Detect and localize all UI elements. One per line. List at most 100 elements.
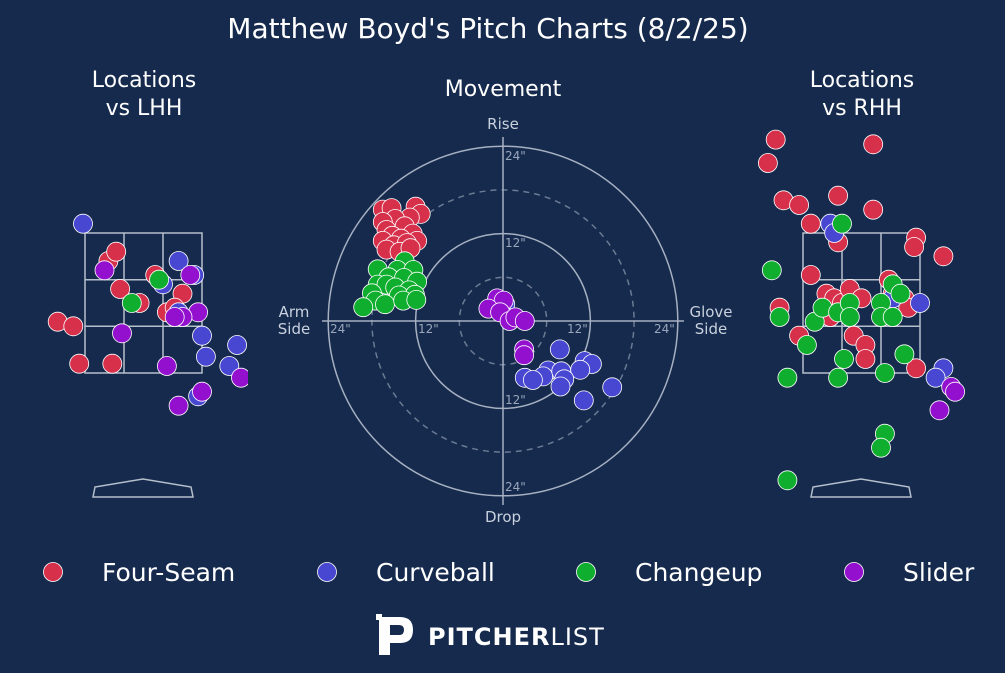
rhh-pitch-changeup	[882, 307, 903, 327]
ring-label-bottom-12: 12"	[505, 393, 526, 407]
legend-marker-changeup	[576, 562, 596, 582]
lhh-pitches	[47, 213, 248, 416]
movement-pitch-curveball	[550, 376, 571, 397]
lhh-pitch-slider	[231, 367, 248, 388]
movement-pitch-changeup	[353, 297, 374, 318]
pitcherlist-logo-bold: PITCHER	[428, 623, 550, 651]
movement-title: Movement	[445, 77, 562, 102]
rhh-pitch-changeup	[777, 470, 798, 491]
rhh-pitch-four-seam	[863, 134, 884, 155]
legend-marker-four-seam	[43, 562, 63, 582]
lhh-pitch-four-seam	[102, 353, 123, 374]
axis-side-label-right: Side	[695, 320, 727, 338]
legend-label-changeup: Changeup	[635, 558, 762, 587]
axis-rise-label: Rise	[487, 115, 519, 133]
axis-glove-label: Glove	[689, 303, 732, 321]
lhh-pitch-slider	[112, 323, 132, 344]
legend-marker-curveball	[317, 562, 337, 582]
movement-pitch-curveball	[549, 339, 570, 360]
rhh-pitch-four-seam	[800, 265, 821, 285]
lhh-pitch-curveball	[227, 335, 248, 355]
rhh-pitch-changeup	[839, 307, 860, 327]
lhh-pitch-slider	[94, 260, 115, 281]
legend: Four-Seam Curveball Changeup Slider	[43, 558, 975, 587]
rhh-pitch-slider	[929, 400, 950, 421]
rhh-title-line2: vs RHH	[822, 96, 902, 121]
movement-pitch-changeup	[375, 294, 395, 315]
movement-pitch-curveball	[573, 390, 594, 411]
rhh-title-line1: Locations	[810, 68, 915, 93]
movement-pitch-curveball	[602, 377, 623, 398]
rhh-pitch-changeup	[871, 437, 891, 458]
rhh-pitch-four-seam	[933, 246, 954, 267]
lhh-pitch-curveball	[192, 325, 212, 346]
rhh-pitch-four-seam	[789, 195, 809, 215]
rhh-pitch-slider	[945, 381, 965, 402]
rhh-pitch-changeup	[894, 344, 915, 365]
legend-label-slider: Slider	[903, 558, 975, 587]
rhh-pitch-changeup	[890, 283, 911, 304]
rhh-pitch-changeup	[875, 363, 895, 383]
rhh-pitch-changeup	[769, 307, 790, 327]
legend-label-curveball: Curveball	[376, 558, 495, 587]
rhh-pitch-four-seam	[828, 185, 848, 206]
rhh-pitch-changeup	[832, 213, 852, 234]
rhh-pitch-four-seam	[863, 199, 884, 220]
rhh-pitch-four-seam	[904, 237, 924, 257]
lhh-pitch-curveball	[195, 346, 216, 367]
rhh-home-plate	[810, 478, 912, 498]
ring-label-left-24: 24"	[330, 322, 351, 336]
rhh-pitch-four-seam	[765, 129, 786, 150]
axis-arm-label: Arm	[279, 303, 310, 321]
rhh-pitch-curveball	[910, 293, 930, 313]
rhh-pitch-four-seam	[800, 213, 821, 234]
lhh-title-line2: vs LHH	[106, 96, 183, 121]
lhh-pitch-four-seam	[106, 241, 127, 262]
rhh-pitch-changeup	[797, 335, 817, 355]
lhh-pitch-curveball	[73, 213, 93, 234]
rhh-pitch-changeup	[834, 349, 854, 369]
svg-text:PITCHERLIST: PITCHERLIST	[428, 623, 605, 651]
axis-drop-label: Drop	[485, 508, 521, 526]
ring-label-right-12: 12"	[567, 322, 588, 336]
lhh-pitch-slider	[164, 307, 185, 327]
lhh-pitch-slider	[156, 356, 177, 376]
pitcherlist-logo-light: LIST	[550, 623, 604, 651]
lhh-pitch-four-seam	[69, 353, 90, 374]
rhh-pitch-changeup	[761, 260, 782, 281]
axis-side-label-left: Side	[278, 320, 310, 338]
rhh-pitch-changeup	[828, 367, 848, 388]
pitcherlist-logo-icon	[376, 614, 413, 655]
rhh-pitch-four-seam	[758, 153, 778, 173]
lhh-home-plate	[92, 478, 194, 498]
lhh-pitch-four-seam	[110, 279, 130, 299]
legend-label-four-seam: Four-Seam	[102, 558, 235, 587]
lhh-pitch-slider	[168, 395, 189, 416]
movement-pitch-curveball	[570, 359, 591, 380]
ring-label-top-24: 24"	[505, 149, 526, 163]
legend-marker-slider	[844, 562, 864, 582]
ring-label-left-12: 12"	[418, 322, 439, 336]
rhh-pitch-curveball	[925, 367, 946, 388]
ring-label-bottom-24: 24"	[505, 480, 526, 494]
movement-pitch-slider	[514, 345, 534, 366]
movement-pitch-slider	[514, 311, 535, 331]
rhh-pitch-changeup	[777, 367, 798, 388]
pitch-points-layer	[47, 129, 965, 491]
lhh-pitch-slider	[180, 265, 201, 285]
lhh-pitch-four-seam	[63, 316, 84, 337]
lhh-pitch-changeup	[149, 269, 170, 290]
lhh-pitch-slider	[192, 381, 212, 402]
rhh-pitch-four-seam	[906, 358, 926, 379]
movement-pitches	[353, 196, 623, 411]
ring-label-right-24: 24"	[654, 322, 675, 336]
rhh-pitches	[758, 129, 965, 491]
ring-label-top-12: 12"	[505, 236, 526, 250]
movement-pitch-changeup	[406, 289, 427, 310]
rhh-pitch-four-seam	[855, 349, 876, 369]
chart-title: Matthew Boyd's Pitch Charts (8/2/25)	[227, 12, 748, 45]
lhh-title-line1: Locations	[92, 68, 197, 93]
movement-pitch-curveball	[523, 370, 543, 390]
lhh-pitch-changeup	[121, 293, 142, 313]
